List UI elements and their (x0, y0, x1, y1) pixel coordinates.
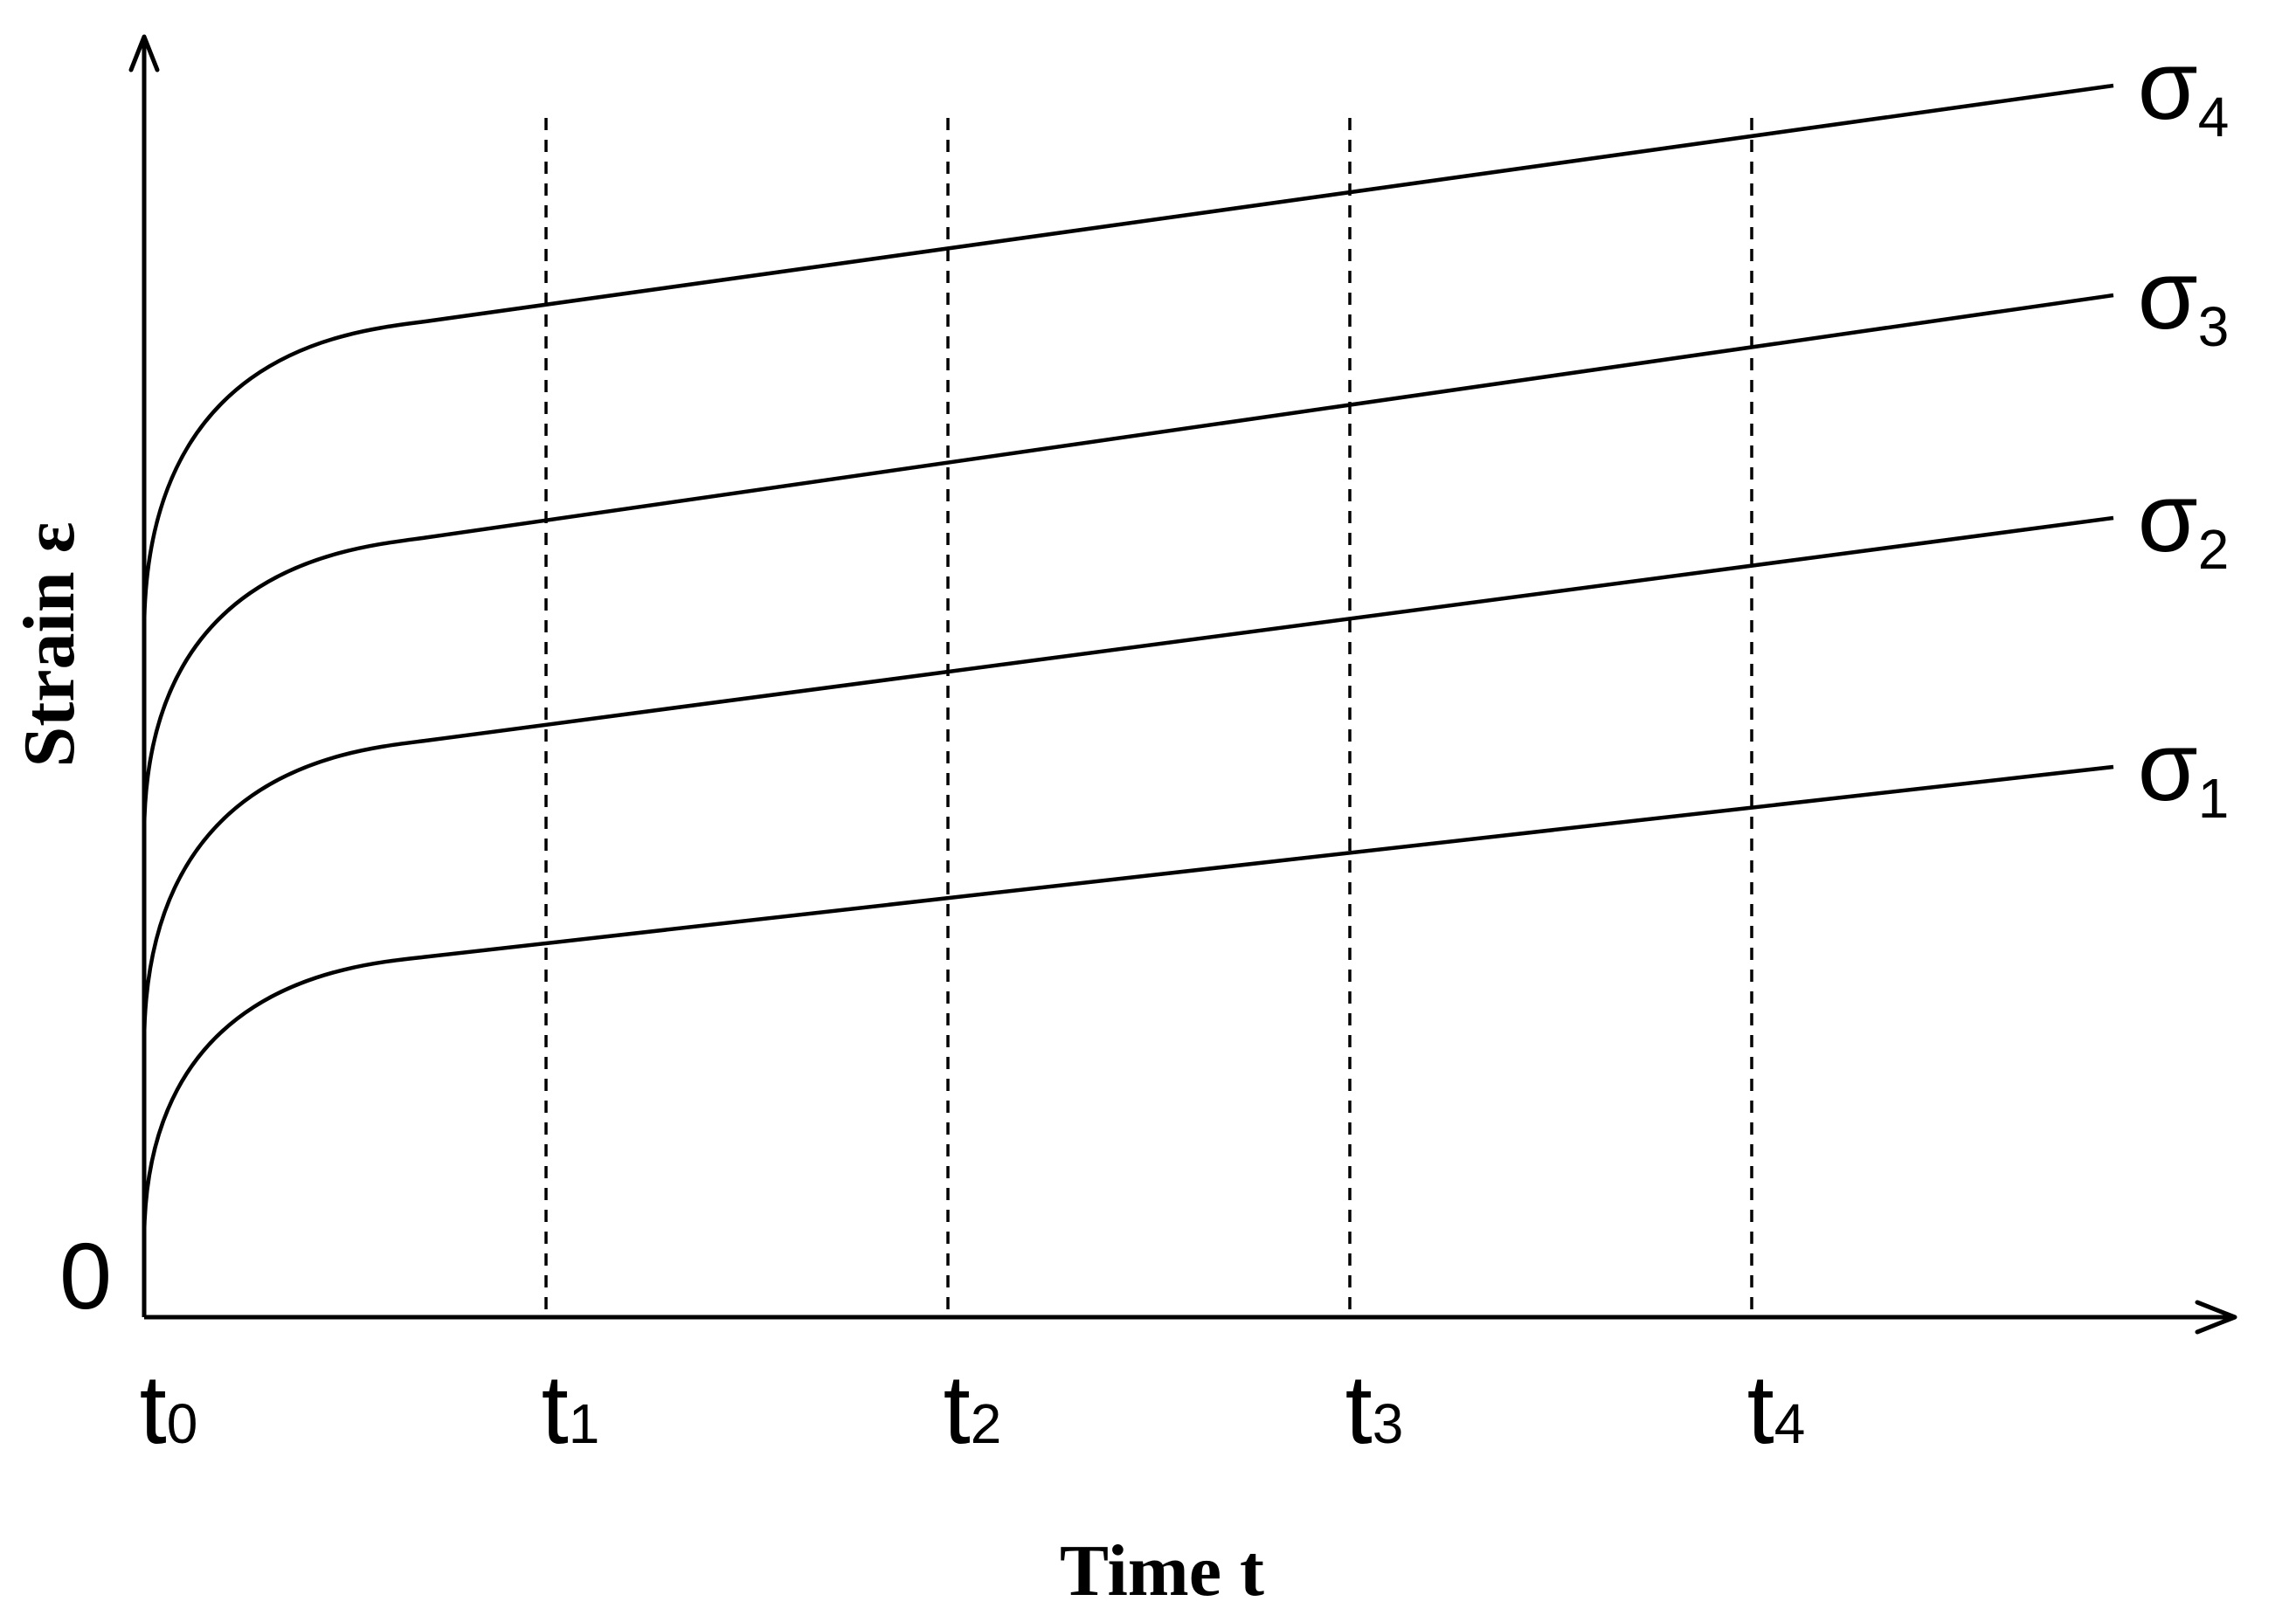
series-label-sigma2: σ2 (2138, 463, 2230, 581)
x-tick-label-t2: t2 (944, 1355, 1002, 1464)
y-axis-arrow-icon (128, 34, 160, 72)
x-axis-title: Time t (1060, 1530, 1264, 1612)
x-tick-label-t3: t3 (1345, 1355, 1404, 1464)
x-tick-labels: t0 t1 t2 t3 t4 (140, 1355, 1806, 1464)
y-axis-title: Strain ε (9, 522, 90, 768)
origin-label: 0 (59, 1223, 112, 1329)
axes (128, 34, 2237, 1335)
creep-curve-sigma4 (142, 83, 2114, 630)
x-tick-label-t0: t0 (140, 1355, 198, 1464)
x-tick-label-t4: t4 (1747, 1355, 1806, 1464)
x-axis-arrow-icon (2195, 1300, 2237, 1335)
creep-curve-sigma2 (142, 515, 2114, 1043)
creep-curve-sigma3 (142, 293, 2114, 833)
series-labels: σ1 σ2 σ3 σ4 (2138, 31, 2230, 830)
series-curves (142, 83, 2114, 1239)
grid-lines (544, 118, 1753, 1317)
creep-curve-sigma1 (142, 764, 2114, 1239)
series-label-sigma1: σ1 (2138, 712, 2230, 830)
x-tick-label-t1: t1 (542, 1355, 600, 1464)
series-label-sigma4: σ4 (2138, 31, 2230, 148)
series-label-sigma3: σ3 (2138, 240, 2230, 358)
